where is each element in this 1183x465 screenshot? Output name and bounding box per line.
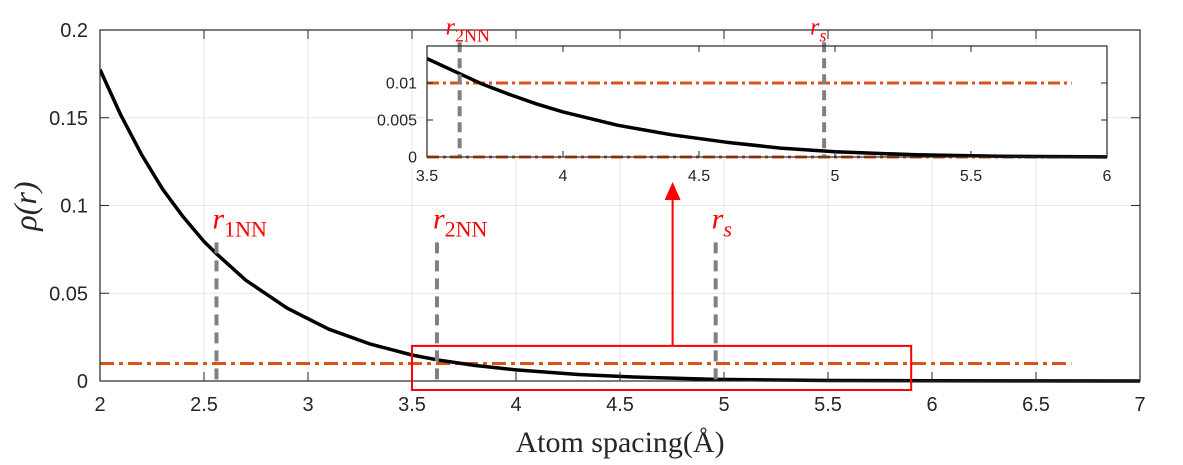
inset-density-curve [427,57,1107,159]
inset-x-tick-label: 5.5 [960,168,982,185]
main-x-tick-label: 4.5 [606,394,634,416]
main-y-tick-label: 0.2 [60,20,88,42]
inset-y-tick-label: 0.01 [386,76,417,93]
inset-marker-label-2nn: r2NN [446,14,490,45]
zoom-highlight-box [411,344,913,391]
main-y-tick-label: 0.05 [49,283,88,305]
main-x-tick-label: 2 [94,394,105,416]
inset-plot-area [427,46,1107,157]
main-x-tick-label: 7 [1134,394,1145,416]
main-x-tick-label: 4 [510,394,521,416]
main-marker-label-1nn: r1NN [212,202,267,241]
main-x-tick-label: 3 [302,394,313,416]
inset-y-tick-label: 0 [408,150,417,167]
inset-axes-frame [426,45,1108,158]
main-marker-label-s: rs [712,202,732,241]
main-density-curve [100,68,1140,383]
inset-marker-label-s: rs [810,14,826,45]
main-x-tick-label: 5.5 [814,394,842,416]
x-axis-label: Atom spacing(Å) [515,426,724,459]
y-axis-label: ρ(r) [7,181,43,231]
inset-x-tick-label: 3.5 [416,168,438,185]
main-x-tick-label: 2.5 [190,394,218,416]
inset-x-tick-label: 6 [1103,168,1112,185]
inset-x-tick-label: 4.5 [688,168,710,185]
zoom-arrow-head [664,182,681,200]
main-y-tick-label: 0.1 [60,196,88,218]
main-x-tick-label: 6 [926,394,937,416]
main-y-tick-label: 0 [77,371,88,393]
inset-y-tick-label: 0.005 [377,113,417,130]
main-x-tick-label: 3.5 [398,394,426,416]
main-x-tick-label: 6.5 [1022,394,1050,416]
main-x-tick-label: 5 [718,394,729,416]
main-y-tick-label: 0.15 [49,108,88,130]
main-marker-label-2nn: r2NN [433,202,488,241]
inset-x-tick-label: 5 [831,168,840,185]
main-data-layer [100,68,1140,383]
inset-plot: r2NN rs 3.5 4 4.5 5 5.5 6 0 0.005 0.01 [377,14,1112,185]
inset-x-tick-label: 4 [559,168,568,185]
